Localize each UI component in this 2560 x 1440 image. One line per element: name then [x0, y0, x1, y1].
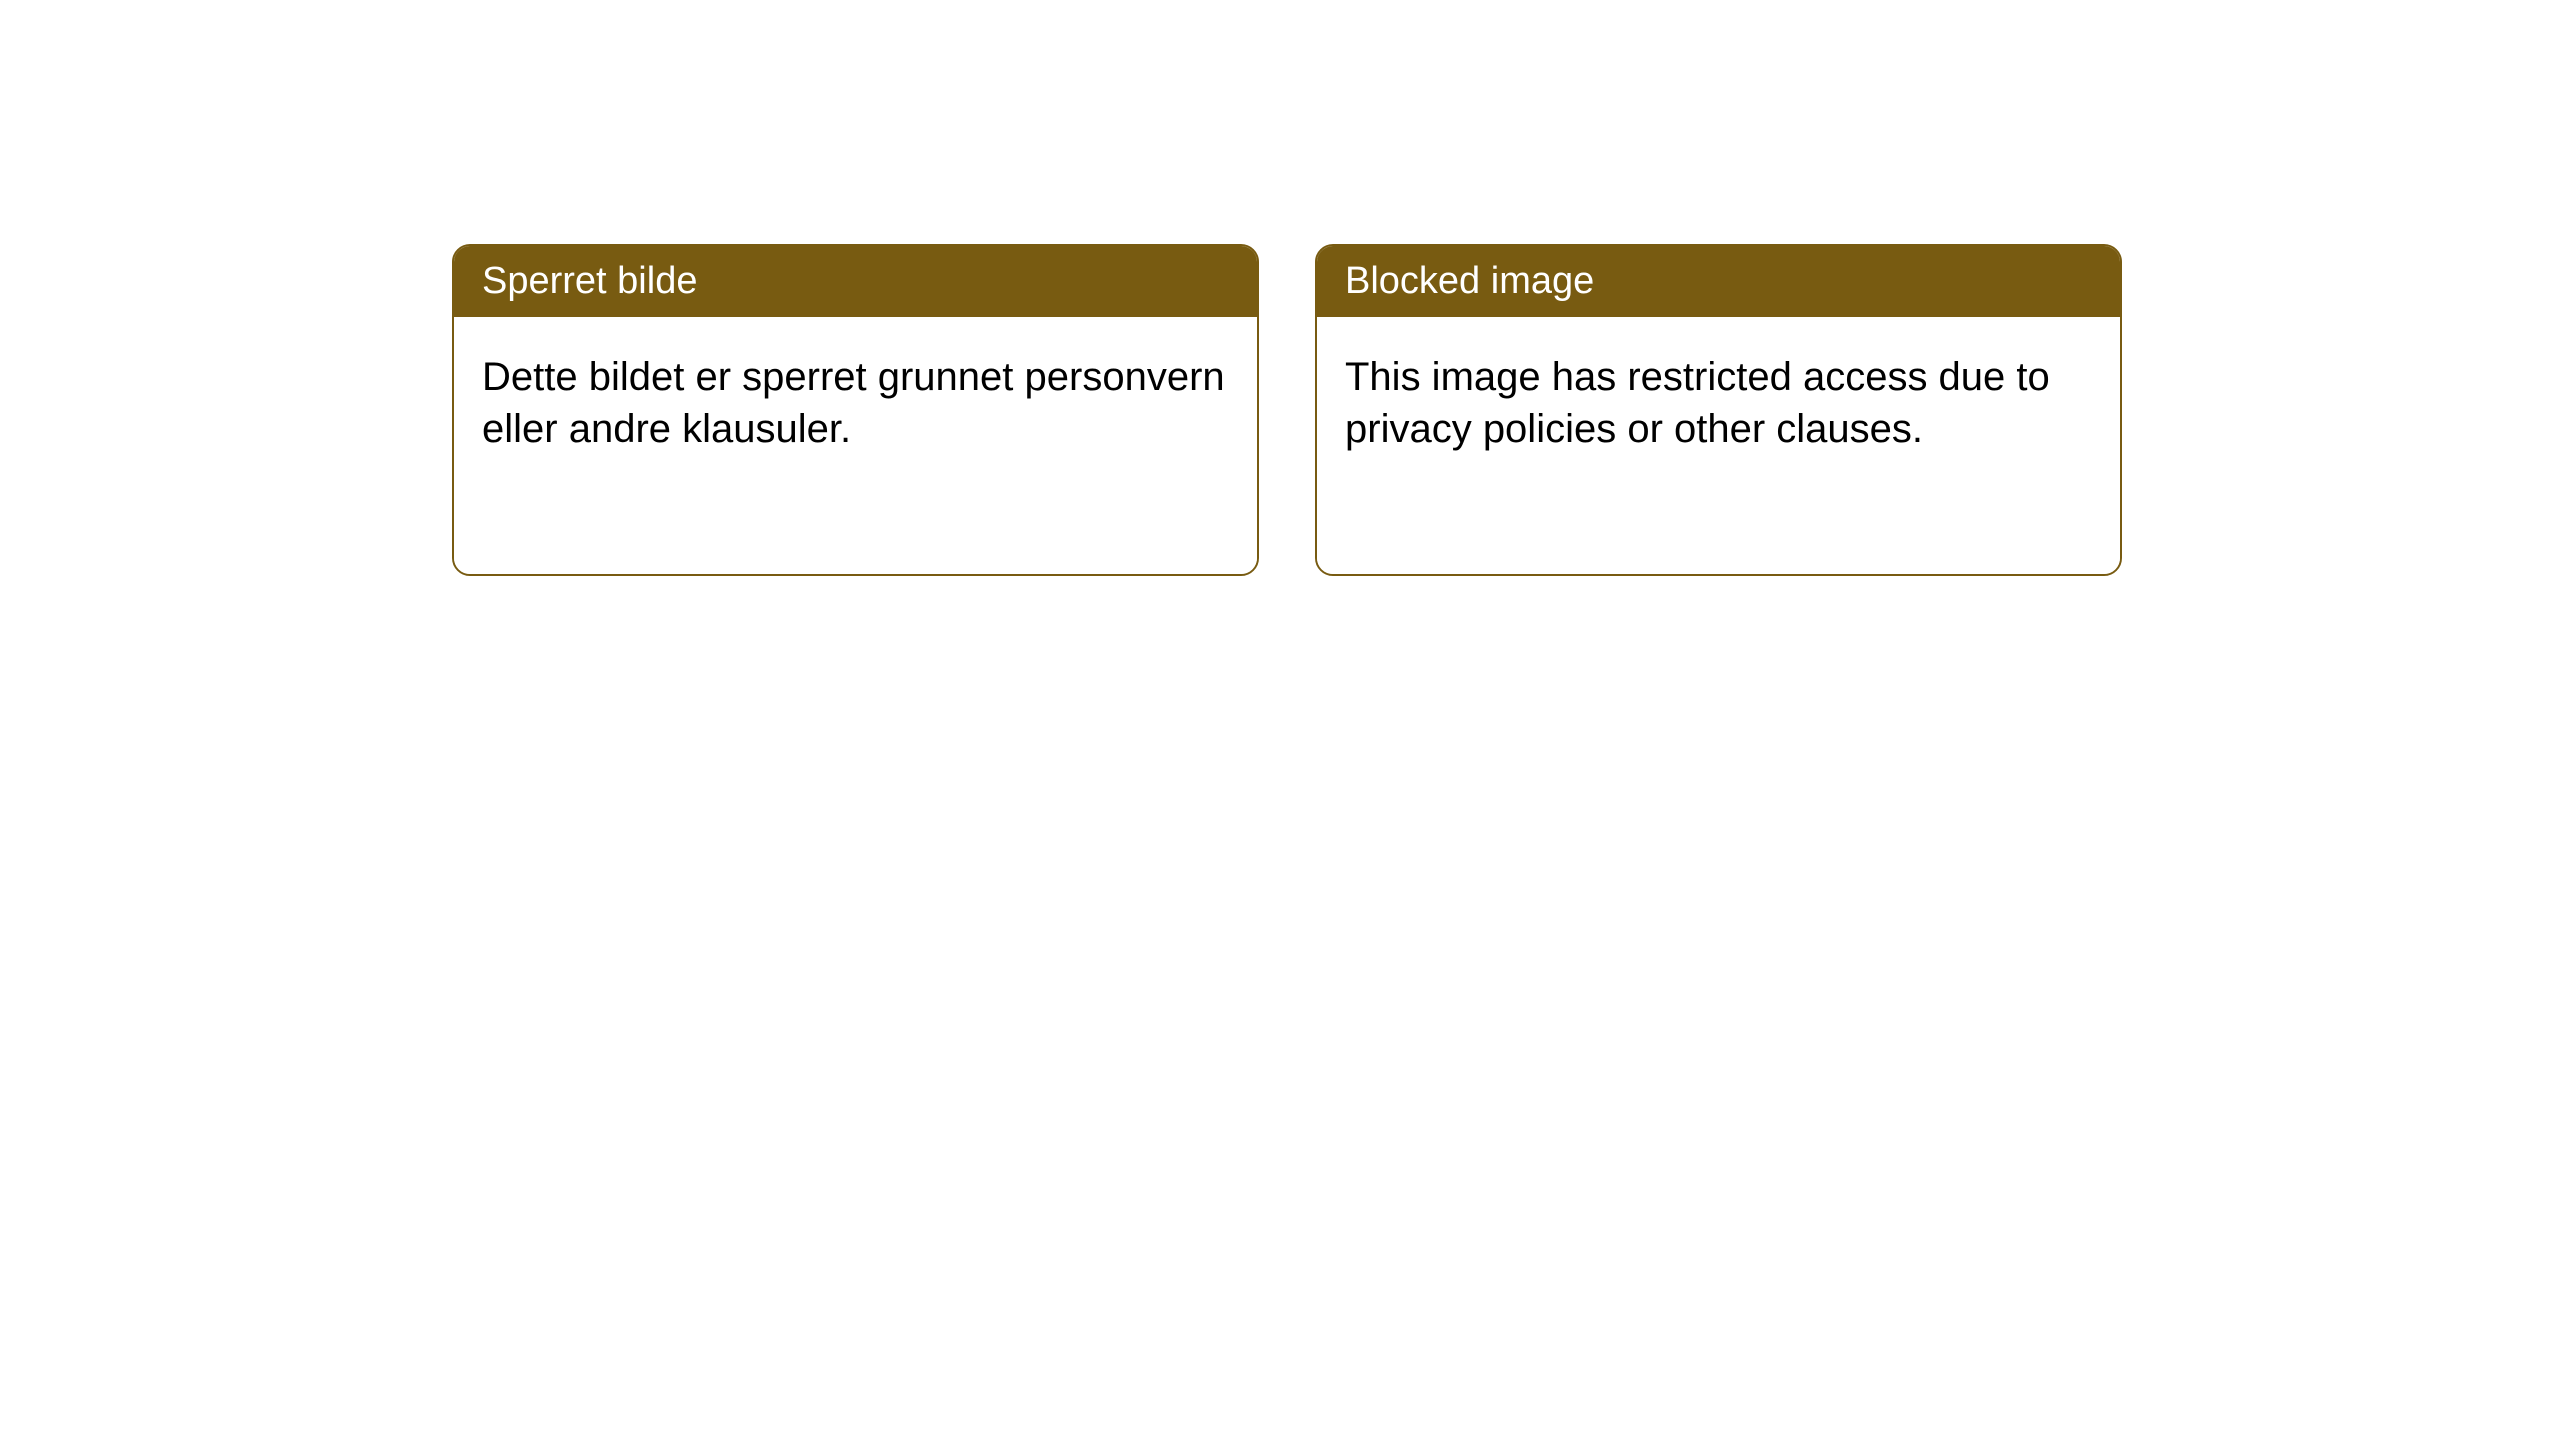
notice-card-english: Blocked image This image has restricted …: [1315, 244, 2122, 576]
notice-header: Blocked image: [1317, 246, 2120, 317]
notice-container: Sperret bilde Dette bildet er sperret gr…: [452, 244, 2122, 576]
notice-header: Sperret bilde: [454, 246, 1257, 317]
notice-card-norwegian: Sperret bilde Dette bildet er sperret gr…: [452, 244, 1259, 576]
notice-body: This image has restricted access due to …: [1317, 317, 2120, 574]
notice-body: Dette bildet er sperret grunnet personve…: [454, 317, 1257, 574]
